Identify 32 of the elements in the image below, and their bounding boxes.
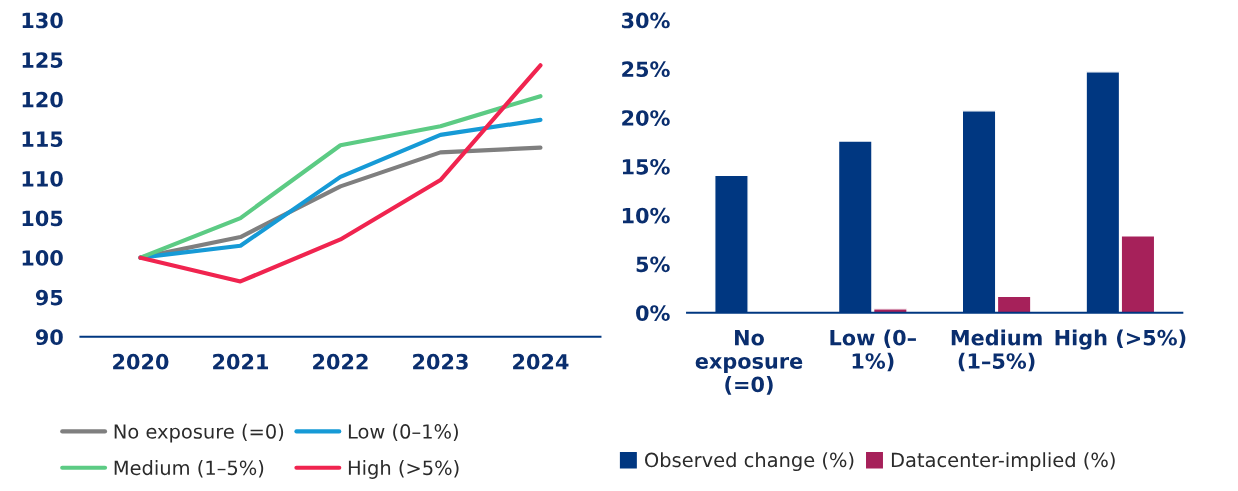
legend-label: Medium (1–5%) — [114, 460, 264, 478]
y-tick-label: 100 — [22, 250, 63, 266]
y-tick-label: 120 — [22, 91, 63, 108]
legend-label: Observed change (%) — [645, 452, 854, 472]
y-tick-label: 15% — [622, 158, 670, 175]
y-tick-label: 115 — [22, 131, 63, 148]
line-series — [138, 63, 543, 284]
y-tick-label: 125 — [22, 52, 63, 68]
legend-label: Datacenter-implied (%) — [891, 452, 1115, 472]
x-tick-label: Medium (1–5%) — [951, 329, 1042, 372]
y-tick-label: 0% — [636, 305, 670, 321]
y-tick-label: 110 — [22, 170, 63, 187]
legend-label: Low (0–1%) — [348, 423, 458, 442]
y-tick-label: 90 — [35, 329, 63, 346]
x-tick-label: 2022 — [313, 353, 368, 370]
x-tick-label: No exposure (=0) — [695, 330, 803, 395]
x-tick-label: 2023 — [413, 353, 468, 370]
y-tick-label: 95 — [35, 289, 63, 306]
y-tick-label: 105 — [22, 210, 63, 227]
legend-label: No exposure (=0) — [114, 423, 284, 443]
y-tick-label: 10% — [622, 207, 670, 224]
y-tick-label: 20% — [622, 110, 670, 126]
legend-label: High (>5%) — [348, 460, 459, 479]
x-tick-label: 2021 — [213, 353, 269, 370]
y-tick-label: 130 — [22, 12, 63, 29]
x-tick-label: 2020 — [113, 353, 169, 370]
y-tick-label: 30% — [621, 12, 670, 29]
x-tick-label: Low (0– 1%) — [830, 329, 916, 372]
x-tick-label: 2024 — [513, 353, 569, 370]
y-tick-label: 5% — [636, 256, 670, 273]
y-tick-label: 25% — [622, 61, 670, 78]
x-tick-label: High (>5%) — [1055, 329, 1186, 350]
